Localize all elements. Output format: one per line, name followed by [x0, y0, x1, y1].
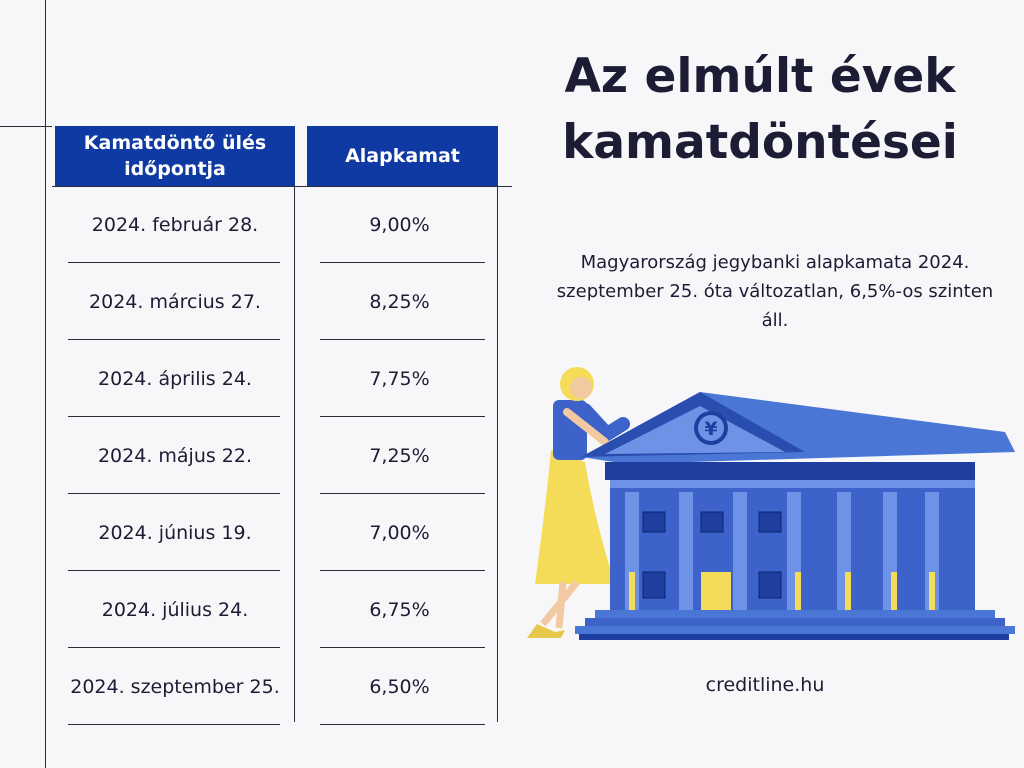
table-row-rate: 7,75%: [369, 368, 430, 390]
table-header-date: Kamatdöntő ülés időpontja: [55, 126, 295, 186]
table-row-rate: 7,25%: [369, 445, 430, 467]
header-date-label: Kamatdöntő ülés időpontja: [83, 132, 267, 180]
bank-building: ¥: [575, 392, 1015, 640]
left-border-line: [45, 0, 46, 768]
top-frame-line: [0, 126, 52, 127]
row-separator-date: [68, 724, 280, 725]
bank-illustration: ¥: [527, 367, 1015, 640]
column-divider-right: [497, 186, 498, 722]
page-title: Az elmúlt évek kamatdöntései: [520, 44, 1000, 176]
table-row-date: 2024. július 24.: [101, 599, 249, 621]
table-row-date: 2024. április 24.: [98, 368, 252, 390]
table-row-rate: 6,50%: [369, 676, 430, 698]
title-line-2: kamatdöntései: [562, 115, 958, 170]
row-separator-date: [68, 493, 280, 494]
table-row-date: 2024. március 27.: [89, 291, 261, 313]
table-row-date: 2024. június 19.: [98, 522, 252, 544]
row-separator-rate: [320, 416, 485, 417]
row-separator-date: [68, 339, 280, 340]
yen-symbol: ¥: [704, 418, 717, 440]
row-separator-date: [68, 570, 280, 571]
row-separator-rate: [320, 339, 485, 340]
table-row-rate: 6,75%: [369, 599, 430, 621]
table-row-date: 2024. szeptember 25.: [70, 676, 280, 698]
table-header-rate: Alapkamat: [307, 126, 498, 186]
woman-figure: [527, 367, 630, 638]
table-row-rate: 7,00%: [369, 522, 430, 544]
header-bottom-line: [52, 186, 512, 187]
row-separator-rate: [320, 724, 485, 725]
table-row-date: 2024. február 28.: [91, 214, 259, 236]
subtitle: Magyarország jegybanki alapkamata 2024. …: [556, 252, 994, 331]
row-separator-date: [68, 416, 280, 417]
table-row-rate: 9,00%: [369, 214, 430, 236]
header-rate-label: Alapkamat: [345, 145, 460, 167]
row-separator-date: [68, 647, 280, 648]
website-label: creditline.hu: [705, 674, 825, 696]
row-separator-date: [68, 262, 280, 263]
column-divider-left: [294, 186, 295, 722]
table-row-date: 2024. május 22.: [97, 445, 253, 467]
row-separator-rate: [320, 647, 485, 648]
title-line-1: Az elmúlt évek: [564, 49, 956, 104]
row-separator-rate: [320, 570, 485, 571]
row-separator-rate: [320, 262, 485, 263]
table-row-rate: 8,25%: [369, 291, 430, 313]
row-separator-rate: [320, 493, 485, 494]
